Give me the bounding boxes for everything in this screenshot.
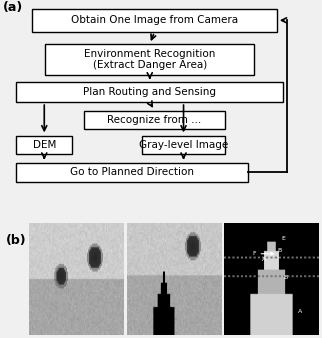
FancyBboxPatch shape xyxy=(45,44,254,75)
Text: DEM: DEM xyxy=(33,140,56,150)
Text: Go to Planned Direction: Go to Planned Direction xyxy=(70,167,194,177)
Text: (b): (b) xyxy=(6,234,26,247)
Text: A: A xyxy=(298,309,303,314)
Text: Obtain One Image from Camera: Obtain One Image from Camera xyxy=(71,15,238,25)
Text: A: A xyxy=(261,257,266,262)
Text: (a): (a) xyxy=(3,1,24,14)
Text: F: F xyxy=(252,251,256,256)
Text: Gray-level Image: Gray-level Image xyxy=(139,140,228,150)
FancyBboxPatch shape xyxy=(16,163,248,183)
Text: Environment Recognition
(Extract Danger Area): Environment Recognition (Extract Danger … xyxy=(84,49,215,70)
Text: B: B xyxy=(284,275,288,281)
FancyBboxPatch shape xyxy=(84,111,225,128)
FancyBboxPatch shape xyxy=(16,136,72,154)
FancyBboxPatch shape xyxy=(142,136,225,154)
Text: B: B xyxy=(277,247,281,252)
FancyBboxPatch shape xyxy=(32,9,277,32)
Text: Plan Routing and Sensing: Plan Routing and Sensing xyxy=(83,87,216,97)
Text: Recognize from ...: Recognize from ... xyxy=(108,115,202,124)
Text: E: E xyxy=(282,236,286,241)
FancyBboxPatch shape xyxy=(16,82,283,102)
